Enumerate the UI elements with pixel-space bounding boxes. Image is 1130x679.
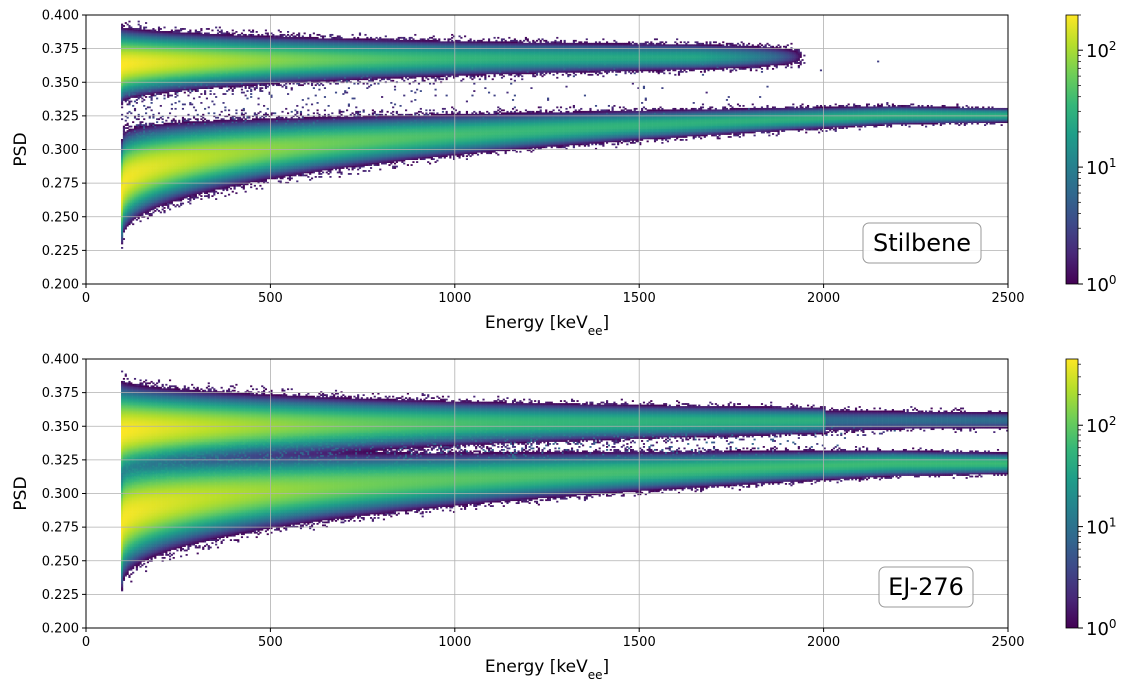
- heatmap-cell: [136, 118, 138, 120]
- heatmap-cell: [128, 25, 130, 27]
- heatmap-cell: [136, 28, 138, 30]
- heatmap-cell: [138, 118, 140, 120]
- heatmap-cell: [151, 109, 153, 111]
- heatmap-cell: [138, 114, 140, 116]
- heatmap-cell: [132, 121, 134, 123]
- heatmap-cell: [136, 124, 138, 126]
- heatmap-cell: [130, 112, 132, 114]
- heatmap-cell: [127, 104, 129, 106]
- heatmap-cell: [145, 22, 147, 24]
- heatmap-cell: [128, 111, 130, 113]
- heatmap-cell: [121, 24, 123, 26]
- heatmap-cell: [152, 212, 154, 214]
- heatmap-cell: [138, 21, 140, 23]
- heatmap-cell: [143, 118, 145, 120]
- heatmap-cell: [121, 118, 123, 120]
- heatmap-cell: [121, 247, 123, 249]
- heatmap-cell: [125, 124, 127, 126]
- heatmap-cell: [125, 120, 127, 122]
- heatmap-cell: [123, 25, 125, 27]
- heatmap-cell: [138, 24, 140, 26]
- heatmap-cell: [127, 117, 129, 119]
- heatmap-cell: [130, 101, 132, 103]
- heatmap-cell: [147, 106, 149, 108]
- heatmap-cell: [130, 126, 132, 128]
- heatmap-cell: [127, 123, 129, 125]
- heatmap-cell: [145, 30, 147, 32]
- heatmap-cell: [138, 28, 140, 30]
- heatmap-cell: [132, 129, 134, 131]
- heatmap-cell: [134, 101, 136, 103]
- heatmap-cell: [127, 28, 129, 30]
- heatmap-cell: [141, 98, 143, 100]
- heatmap-cell: [149, 213, 151, 215]
- heatmap-cell: [141, 121, 143, 123]
- heatmap-cell: [147, 126, 149, 128]
- heatmap-cell: [143, 99, 145, 101]
- heatmap-cell: [145, 123, 147, 125]
- heatmap-cell: [127, 24, 129, 26]
- heatmap-cell: [132, 28, 134, 30]
- heatmap-cell: [123, 28, 125, 30]
- heatmap-cell: [130, 129, 132, 131]
- heatmap-cell: [143, 124, 145, 126]
- heatmap-cell: [125, 22, 127, 24]
- heatmap-cell: [128, 126, 130, 128]
- heatmap-cell: [128, 21, 130, 23]
- heatmap-cell: [151, 213, 153, 215]
- heatmap-cell: [125, 127, 127, 129]
- heatmap-cell: [147, 30, 149, 32]
- heatmap-cell: [145, 96, 147, 98]
- stilbene-panel: 0 500 1000 1500 2000 25000.2000.2250.2500.275…: [11, 9, 1117, 339]
- heatmap-cell: [139, 220, 141, 222]
- heatmap-cell: [152, 123, 154, 125]
- heatmap-cell: [151, 123, 153, 125]
- heatmap-cell: [141, 124, 143, 126]
- heatmap-cell: [132, 223, 134, 225]
- heatmap-cell: [149, 106, 151, 108]
- heatmap-cell: [136, 99, 138, 101]
- heatmap-cell: [149, 123, 151, 125]
- heatmap-cell: [134, 108, 136, 110]
- heatmap-cell: [132, 105, 134, 107]
- heatmap-cell: [121, 114, 123, 116]
- heatmap-cell: [143, 105, 145, 107]
- heatmap-cell: [139, 25, 141, 27]
- heatmap-cell: [152, 114, 154, 116]
- heatmap-cell: [141, 101, 143, 103]
- heatmap-cell: [145, 108, 147, 110]
- heatmap-cell: [141, 30, 143, 32]
- heatmap-cell: [127, 112, 129, 114]
- heatmap-cell: [151, 30, 153, 32]
- heatmap-cell: [149, 30, 151, 32]
- heatmap-cell: [121, 139, 123, 141]
- heatmap-cell: [151, 102, 153, 104]
- heatmap-cell: [125, 28, 127, 30]
- heatmap-cell: [125, 132, 127, 134]
- heatmap-cell: [136, 102, 138, 104]
- heatmap-cell: [145, 112, 147, 114]
- heatmap-cell: [145, 27, 147, 29]
- heatmap-cell: [149, 96, 151, 98]
- heatmap-cell: [136, 219, 138, 221]
- heatmap-cell: [121, 106, 123, 108]
- heatmap-cell: [134, 126, 136, 128]
- heatmap-cell: [123, 238, 125, 240]
- heatmap-cell: [127, 130, 129, 132]
- heatmap-cell: [130, 27, 132, 29]
- heatmap-cell: [154, 210, 156, 212]
- heatmap-cell: [134, 28, 136, 30]
- heatmap-cell: [123, 126, 125, 128]
- heatmap-cell: [152, 28, 154, 30]
- heatmap-cell: [143, 27, 145, 29]
- heatmap-cell: [139, 121, 141, 123]
- heatmap-cell: [128, 129, 130, 131]
- heatmap-cell: [147, 217, 149, 219]
- heatmap-cell: [128, 101, 130, 103]
- heatmap-cell: [127, 127, 129, 129]
- heatmap-cells: [121, 21, 1008, 249]
- heatmap-cell: [138, 124, 140, 126]
